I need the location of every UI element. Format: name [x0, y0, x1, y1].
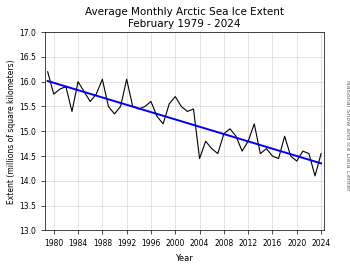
- Y-axis label: Extent (millions of square kilometers): Extent (millions of square kilometers): [7, 59, 16, 204]
- Text: National Snow and Ice Data Center: National Snow and Ice Data Center: [345, 80, 350, 190]
- Title: Average Monthly Arctic Sea Ice Extent
February 1979 - 2024: Average Monthly Arctic Sea Ice Extent Fe…: [85, 7, 284, 29]
- X-axis label: Year: Year: [175, 254, 193, 263]
